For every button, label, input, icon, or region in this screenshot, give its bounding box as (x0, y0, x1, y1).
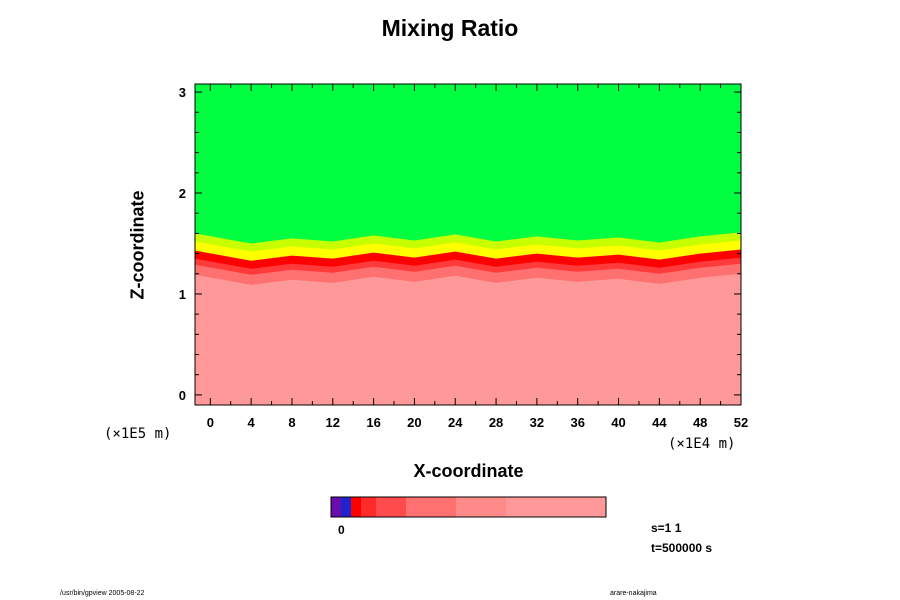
x-tick-label: 24 (448, 415, 463, 430)
colorbar-segment (351, 497, 361, 517)
colorbar-segment (456, 497, 506, 517)
x-tick-label: 36 (570, 415, 584, 430)
x-scale-factor: (×1E4 m) (668, 436, 736, 452)
y-tick-label: 2 (179, 186, 186, 201)
y-tick-label: 0 (179, 388, 186, 403)
y-axis-label: Z-coordinate (127, 190, 148, 300)
x-tick-label: 40 (611, 415, 625, 430)
x-tick-label: 44 (652, 415, 667, 430)
time-info: t=500000 s (651, 541, 713, 555)
colorbar-frame (330, 496, 607, 518)
x-axis-label: X-coordinate (413, 461, 524, 481)
step-info: s=1 1 (651, 521, 682, 535)
colorbar-segment (506, 497, 606, 517)
colorbar-segment (376, 497, 406, 517)
chart-title: Mixing Ratio (381, 15, 519, 41)
plot-frame (194, 83, 742, 406)
x-tick-label: 28 (489, 415, 503, 430)
x-tick-label: 8 (288, 415, 295, 430)
x-tick-label: 16 (366, 415, 380, 430)
colorbar-segment (361, 497, 376, 517)
colorbar-label: 0 (338, 523, 345, 537)
x-tick-label: 48 (693, 415, 707, 430)
x-tick-label: 4 (248, 415, 256, 430)
y-tick-label: 1 (179, 287, 186, 302)
x-tick-label: 12 (326, 415, 340, 430)
y-tick-label: 3 (179, 85, 186, 100)
x-tick-label: 0 (207, 415, 214, 430)
colorbar-segment (406, 497, 456, 517)
colorbar-segment (341, 497, 351, 517)
x-tick-label: 52 (734, 415, 748, 430)
x-tick-label: 32 (530, 415, 544, 430)
field-lower-region (195, 273, 741, 405)
y-scale-factor: (×1E5 m) (104, 426, 172, 442)
footer-program: /usr/bin/gpview 2005-08-22 (60, 590, 145, 597)
colorbar-segment (331, 497, 341, 517)
footer-user: arare-nakajima (610, 590, 657, 597)
x-tick-label: 20 (407, 415, 421, 430)
